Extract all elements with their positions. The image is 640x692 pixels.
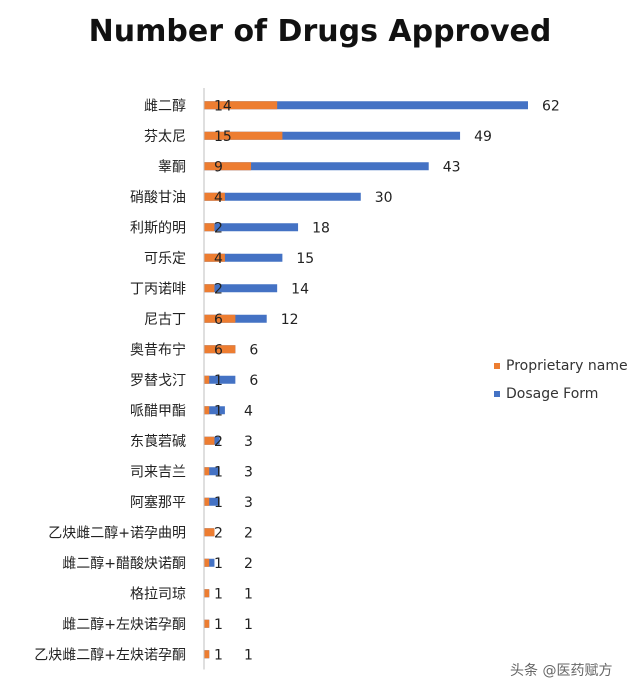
bar-dosage-form [204,131,461,140]
data-label-dosage: 49 [474,129,492,145]
category-label: 乙炔雌二醇+左炔诺孕酮 [34,646,186,663]
bar-dosage-form [204,375,236,384]
data-label-proprietary: 1 [214,586,223,602]
data-label-proprietary: 9 [214,159,223,175]
bar-proprietary-name [204,345,236,354]
data-label-proprietary: 4 [214,190,223,206]
bar-proprietary-name [204,192,225,201]
data-label-proprietary: 2 [214,525,223,541]
data-label-proprietary: 6 [214,342,223,358]
data-label-proprietary: 1 [214,617,223,633]
data-label-dosage: 14 [291,281,309,297]
category-label: 奥昔布宁 [130,341,186,358]
bar-proprietary-name [204,375,210,384]
legend-label-dosage: Dosage Form [506,386,599,402]
data-label-dosage: 43 [443,159,461,175]
category-label: 东莨菪碱 [130,434,186,450]
legend-swatch-dosage [494,391,500,397]
data-label-dosage: 4 [244,403,253,419]
category-label: 芬太尼 [144,129,186,145]
bar-proprietary-name [204,589,210,598]
category-label: 可乐定 [144,251,186,267]
data-label-proprietary: 2 [214,281,223,297]
legend-swatch-proprietary [494,363,500,369]
bar-dosage-form [204,497,220,506]
category-label: 乙炔雌二醇+诺孕曲明 [48,524,186,541]
category-label: 雌二醇 [144,97,186,114]
category-label: 罗替戈汀 [130,373,186,389]
category-label: 睾酮 [158,159,186,175]
bar-proprietary-name [204,467,210,476]
chart-title: Number of Drugs Approved [88,14,552,49]
bar-dosage-form [204,101,528,110]
bar-proprietary-name [204,162,252,171]
data-label-dosage: 12 [281,312,299,328]
bar-proprietary-name [204,101,278,110]
bar-dosage-form [204,253,283,262]
data-label-dosage: 1 [244,647,253,663]
category-label: 哌醋甲酯 [130,402,186,419]
category-label: 司来吉兰 [130,464,186,480]
legend: Proprietary name Dosage Form [494,352,628,408]
data-label-dosage: 62 [542,98,560,114]
data-label-proprietary: 1 [214,373,223,389]
data-label-dosage: 6 [249,373,258,389]
category-label: 尼古丁 [144,312,186,328]
category-label: 阿塞那平 [130,494,186,511]
data-label-dosage: 1 [244,586,253,602]
data-label-proprietary: 6 [214,312,223,328]
bar-dosage-form [204,284,278,293]
bar-proprietary-name [204,314,236,323]
bar-dosage-form [204,406,225,415]
bar-dosage-form [204,192,361,201]
category-label: 丁丙诺啡 [130,281,186,297]
legend-label-proprietary: Proprietary name [506,358,628,374]
data-label-proprietary: 1 [214,403,223,419]
bar-proprietary-name [204,406,210,415]
data-label-proprietary: 1 [214,495,223,511]
data-label-dosage: 6 [249,342,258,358]
data-label-proprietary: 1 [214,464,223,480]
bar-proprietary-name [204,528,215,537]
bar-proprietary-name [204,650,210,659]
bar-proprietary-name [204,284,215,293]
data-label-proprietary: 4 [214,251,223,267]
bar-proprietary-name [204,558,210,567]
data-label-dosage: 18 [312,220,330,236]
data-label-proprietary: 1 [214,556,223,572]
data-label-proprietary: 14 [214,98,232,114]
bar-proprietary-name [204,497,210,506]
data-label-dosage: 1 [244,617,253,633]
bar-proprietary-name [204,619,210,628]
bar-proprietary-name [204,131,283,140]
data-label-proprietary: 1 [214,647,223,663]
data-label-dosage: 30 [375,190,393,206]
data-label-dosage: 3 [244,464,253,480]
category-label: 雌二醇+左炔诺孕酮 [62,616,186,633]
data-label-proprietary: 2 [214,434,223,450]
bar-dosage-form [204,467,220,476]
bar-dosage-form [204,162,429,171]
watermark: 头条 @医药赋方 [510,663,613,679]
data-label-proprietary: 15 [214,129,232,145]
bar-proprietary-name [204,436,215,445]
category-label: 硝酸甘油 [130,190,186,206]
legend-item-proprietary: Proprietary name [494,352,628,380]
bar-proprietary-name [204,253,225,262]
data-label-dosage: 3 [244,434,253,450]
bar-dosage-form [204,223,299,232]
category-label: 利斯的明 [130,220,186,236]
data-label-dosage: 2 [244,556,253,572]
data-label-dosage: 15 [296,251,314,267]
legend-item-dosage: Dosage Form [494,380,628,408]
data-label-proprietary: 2 [214,220,223,236]
bar-proprietary-name [204,223,215,232]
data-label-dosage: 2 [244,525,253,541]
data-label-dosage: 3 [244,495,253,511]
category-label: 格拉司琼 [130,586,186,602]
category-label: 雌二醇+醋酸炔诺酮 [62,555,186,572]
